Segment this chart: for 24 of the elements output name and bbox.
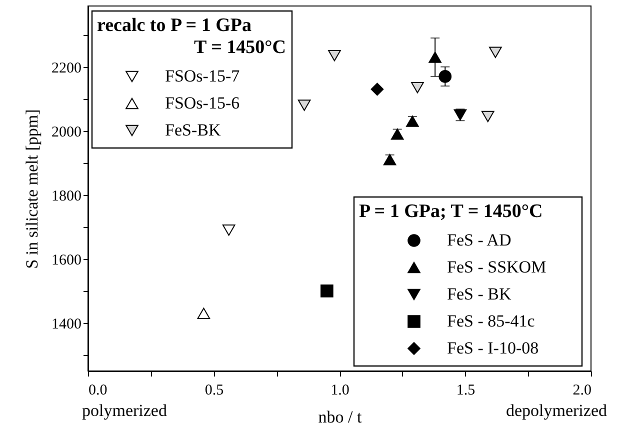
legend-label: FSOs-15-6 bbox=[165, 94, 240, 112]
legend-label: FeS-BK bbox=[165, 120, 222, 140]
y-tick-label: 2200 bbox=[52, 60, 82, 76]
legend-label: FeS - AD bbox=[447, 230, 512, 250]
x-axis-title: nbo / t bbox=[318, 408, 362, 426]
text: polymerized bbox=[82, 401, 168, 420]
legend-label: FeS - 85-41c bbox=[447, 312, 536, 330]
text: P = 1 GPa; T = 1450°C bbox=[359, 201, 543, 222]
legend-label: FeS - SSKOM bbox=[447, 258, 546, 276]
legend-label: FeS - BK bbox=[447, 284, 512, 304]
x-tick-label: 1.0 bbox=[330, 382, 350, 398]
y-tick-label: 2000 bbox=[52, 124, 82, 140]
legend-label: FeS - I-10-08 bbox=[447, 338, 539, 358]
y-axis-title: S in silicate melt [ppm] bbox=[22, 109, 42, 269]
text: depolymerized bbox=[506, 401, 608, 420]
x-tick-label: 1.5 bbox=[456, 382, 476, 398]
legend-label: FSOs-15-7 bbox=[165, 66, 240, 86]
y-tick-label: 1800 bbox=[52, 188, 82, 204]
x-tick-label: 0.0 bbox=[88, 382, 108, 398]
text: recalc to P = 1 GPa T = 1450°C bbox=[97, 15, 286, 58]
y-tick-label: 1600 bbox=[52, 252, 82, 268]
x-tick-label: 0.5 bbox=[204, 382, 224, 398]
y-tick-label: 1400 bbox=[52, 316, 82, 332]
x-tick-label: 2.0 bbox=[572, 382, 592, 398]
